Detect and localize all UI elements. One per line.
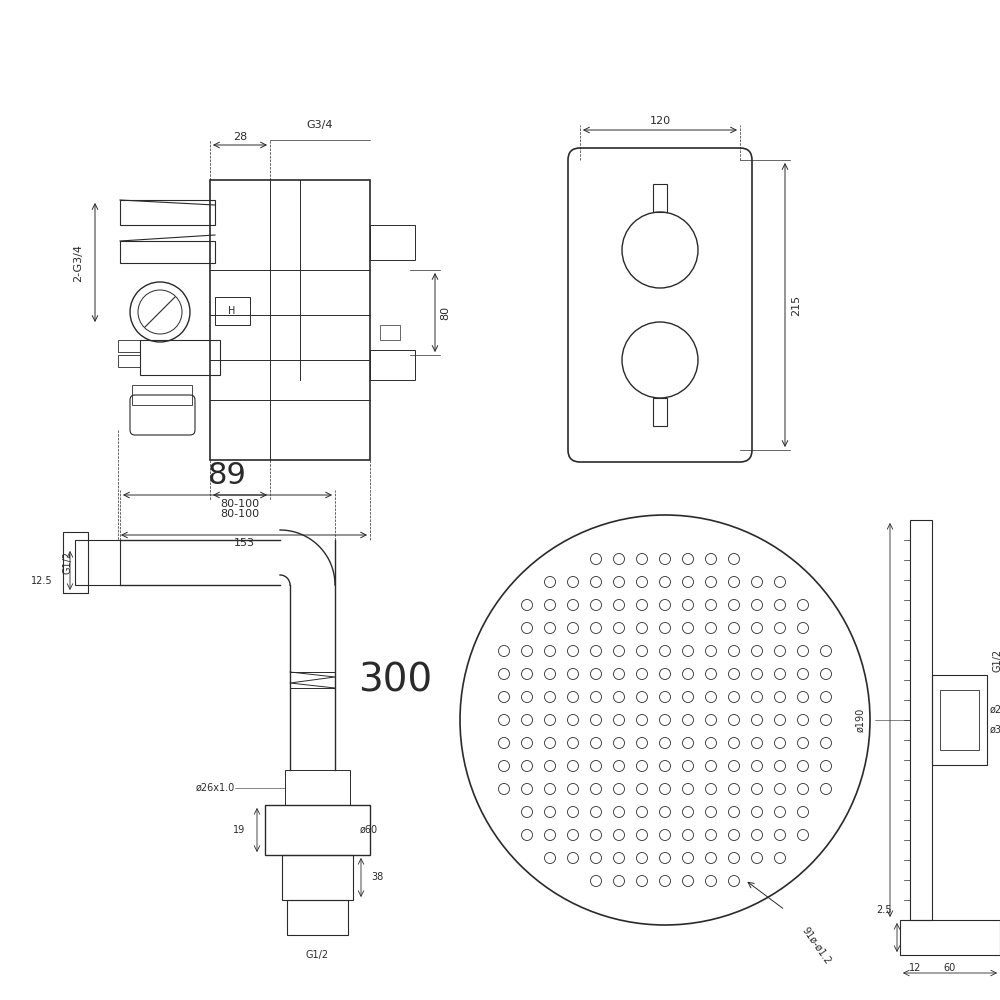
Text: 2-G3/4: 2-G3/4 bbox=[73, 243, 83, 282]
Bar bbox=[380, 325, 400, 340]
Bar bbox=[75, 540, 120, 585]
Text: G1/2: G1/2 bbox=[306, 950, 329, 960]
Bar bbox=[285, 770, 350, 805]
Bar bbox=[900, 920, 1000, 955]
Text: G1/2: G1/2 bbox=[992, 648, 1000, 672]
Text: 28: 28 bbox=[233, 132, 247, 142]
Text: 120: 120 bbox=[649, 116, 671, 126]
Bar bbox=[910, 520, 932, 920]
Bar bbox=[932, 675, 987, 765]
Bar bbox=[282, 855, 353, 900]
Bar bbox=[140, 340, 220, 375]
Bar bbox=[370, 350, 415, 380]
Bar bbox=[940, 690, 979, 750]
Text: ø34: ø34 bbox=[990, 725, 1000, 735]
Bar bbox=[120, 241, 215, 263]
Bar bbox=[265, 805, 370, 855]
Bar bbox=[287, 900, 348, 935]
Bar bbox=[63, 532, 88, 593]
Text: ø26x1.0: ø26x1.0 bbox=[196, 782, 235, 792]
Bar bbox=[215, 297, 250, 325]
Text: 60: 60 bbox=[944, 963, 956, 973]
Text: 300: 300 bbox=[358, 661, 432, 699]
Text: G3/4: G3/4 bbox=[307, 120, 333, 130]
Text: 153: 153 bbox=[234, 538, 254, 548]
Text: ø190: ø190 bbox=[855, 708, 865, 732]
Bar bbox=[120, 200, 215, 225]
Text: 12: 12 bbox=[909, 963, 921, 973]
Text: ø60: ø60 bbox=[360, 825, 378, 835]
Bar bbox=[118, 340, 140, 352]
Text: 12.5: 12.5 bbox=[31, 576, 53, 585]
Text: 89: 89 bbox=[208, 461, 247, 490]
Bar bbox=[132, 385, 192, 405]
Text: 80: 80 bbox=[440, 305, 450, 320]
Text: G1/2: G1/2 bbox=[63, 551, 73, 574]
Text: 2.5: 2.5 bbox=[876, 905, 892, 915]
Text: H: H bbox=[228, 306, 236, 316]
Bar bbox=[210, 180, 370, 460]
Bar bbox=[118, 355, 140, 367]
Text: 215: 215 bbox=[791, 294, 801, 316]
Text: 91ø-ø1.2: 91ø-ø1.2 bbox=[800, 925, 833, 966]
Text: 80-100: 80-100 bbox=[220, 499, 260, 509]
Bar bbox=[653, 184, 667, 212]
Bar bbox=[370, 225, 415, 260]
Text: 80-100: 80-100 bbox=[220, 509, 260, 519]
Bar bbox=[653, 398, 667, 426]
Text: 19: 19 bbox=[233, 825, 245, 835]
Text: 38: 38 bbox=[371, 872, 383, 882]
Text: ø24: ø24 bbox=[990, 705, 1000, 715]
